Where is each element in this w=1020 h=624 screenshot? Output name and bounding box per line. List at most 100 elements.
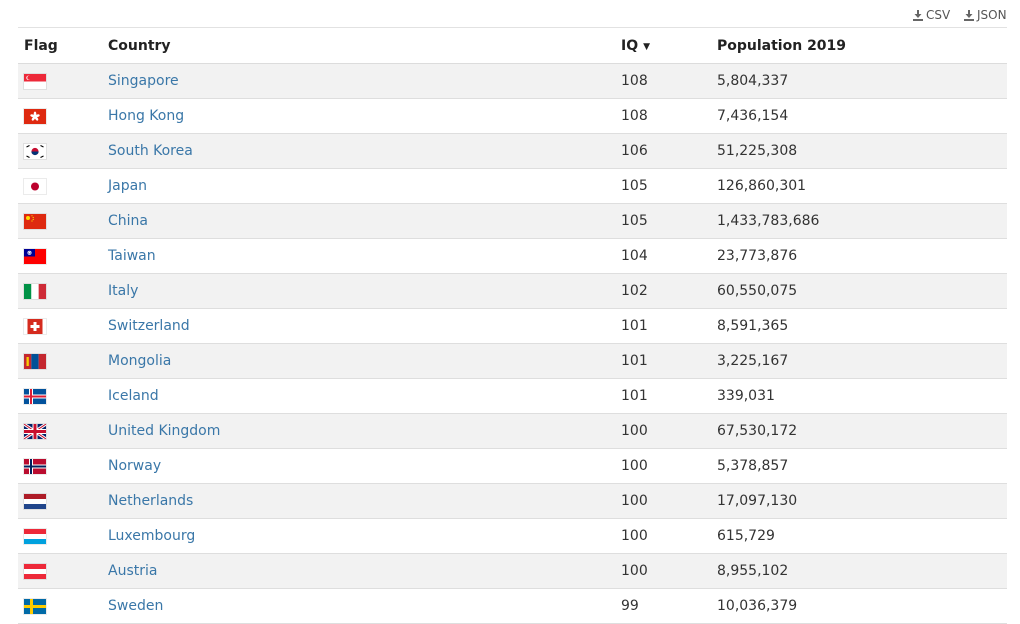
china-flag-icon (24, 213, 46, 229)
country-cell: Iceland (108, 378, 621, 414)
country-cell: United Kingdom (108, 413, 621, 449)
iq-cell: 108 (621, 98, 717, 134)
iq-cell: 105 (621, 203, 717, 239)
country-cell: Singapore (108, 63, 621, 99)
iq-cell: 106 (621, 133, 717, 169)
country-column-header[interactable]: Country (108, 27, 621, 64)
flag-cell (18, 238, 108, 274)
flag-cell (18, 168, 108, 204)
population-cell: 5,804,337 (717, 63, 1007, 99)
flag-cell (18, 483, 108, 519)
country-link[interactable]: Sweden (108, 598, 164, 614)
table-row: Singapore 108 5,804,337 (18, 63, 1007, 99)
population-cell: 10,036,379 (717, 588, 1007, 624)
flag-column-header: Flag (18, 27, 108, 64)
iq-column-header[interactable]: IQ ▼ (621, 27, 717, 64)
iq-cell: 100 (621, 553, 717, 589)
country-cell: Austria (108, 553, 621, 589)
flag-cell (18, 378, 108, 414)
country-link[interactable]: Hong Kong (108, 108, 185, 124)
iq-cell: 101 (621, 378, 717, 414)
taiwan-flag-icon (24, 248, 46, 264)
download-toolbar: CSV JSON (0, 0, 1020, 28)
flag-cell (18, 448, 108, 484)
table-row: Mongolia 101 3,225,167 (18, 343, 1007, 379)
country-iq-table: Flag Country IQ ▼ Population 2019 Singapo… (18, 27, 1007, 624)
sweden-flag-icon (24, 598, 46, 614)
caret-down-icon: ▼ (643, 41, 651, 52)
country-link[interactable]: Iceland (108, 388, 159, 404)
iq-cell: 99 (621, 588, 717, 624)
country-link[interactable]: Italy (108, 283, 139, 299)
iceland-flag-icon (24, 388, 46, 404)
table-row: Norway 100 5,378,857 (18, 448, 1007, 484)
iq-cell: 108 (621, 63, 717, 99)
country-cell: Luxembourg (108, 518, 621, 554)
country-cell: Norway (108, 448, 621, 484)
country-link[interactable]: Singapore (108, 73, 179, 89)
country-link[interactable]: United Kingdom (108, 423, 221, 439)
iq-cell: 101 (621, 308, 717, 344)
netherlands-flag-icon (24, 493, 46, 509)
hong-kong-flag-icon (24, 108, 46, 124)
country-link[interactable]: Netherlands (108, 493, 194, 509)
population-column-header[interactable]: Population 2019 (717, 27, 1007, 64)
country-link[interactable]: South Korea (108, 143, 193, 159)
iq-cell: 102 (621, 273, 717, 309)
download-icon (964, 9, 974, 21)
table-row: Iceland 101 339,031 (18, 378, 1007, 414)
download-json-link[interactable]: JSON (964, 8, 1007, 22)
country-link[interactable]: Japan (108, 178, 148, 194)
country-link[interactable]: Switzerland (108, 318, 190, 334)
country-link[interactable]: Norway (108, 458, 162, 474)
country-link[interactable]: Mongolia (108, 353, 172, 369)
country-header-label: Country (108, 37, 171, 54)
population-cell: 5,378,857 (717, 448, 1007, 484)
flag-cell (18, 203, 108, 239)
table-row: Italy 102 60,550,075 (18, 273, 1007, 309)
iq-cell: 100 (621, 413, 717, 449)
flag-cell (18, 588, 108, 624)
population-cell: 339,031 (717, 378, 1007, 414)
iq-cell: 101 (621, 343, 717, 379)
country-cell: Netherlands (108, 483, 621, 519)
table-row: United Kingdom 100 67,530,172 (18, 413, 1007, 449)
download-csv-link[interactable]: CSV (913, 8, 950, 22)
flag-cell (18, 518, 108, 554)
country-link[interactable]: China (108, 213, 148, 229)
country-cell: Japan (108, 168, 621, 204)
country-cell: Taiwan (108, 238, 621, 274)
population-cell: 3,225,167 (717, 343, 1007, 379)
country-cell: Sweden (108, 588, 621, 624)
population-cell: 615,729 (717, 518, 1007, 554)
country-link[interactable]: Luxembourg (108, 528, 196, 544)
table-row: China 105 1,433,783,686 (18, 203, 1007, 239)
table-row: Switzerland 101 8,591,365 (18, 308, 1007, 344)
country-cell: South Korea (108, 133, 621, 169)
country-cell: Hong Kong (108, 98, 621, 134)
population-cell: 67,530,172 (717, 413, 1007, 449)
iq-cell: 100 (621, 483, 717, 519)
country-cell: China (108, 203, 621, 239)
flag-cell (18, 553, 108, 589)
population-cell: 8,591,365 (717, 308, 1007, 344)
table-row: Japan 105 126,860,301 (18, 168, 1007, 204)
download-icon (913, 9, 923, 21)
population-cell: 60,550,075 (717, 273, 1007, 309)
flag-cell (18, 413, 108, 449)
flag-cell (18, 133, 108, 169)
flag-cell (18, 308, 108, 344)
austria-flag-icon (24, 563, 46, 579)
switzerland-flag-icon (27, 318, 43, 334)
flag-cell (18, 63, 108, 99)
table-header-row: Flag Country IQ ▼ Population 2019 (18, 27, 1007, 64)
country-link[interactable]: Taiwan (108, 248, 156, 264)
population-cell: 8,955,102 (717, 553, 1007, 589)
download-csv-label: CSV (926, 8, 951, 22)
country-link[interactable]: Austria (108, 563, 158, 579)
flag-cell (18, 273, 108, 309)
mongolia-flag-icon (24, 353, 46, 369)
norway-flag-icon (24, 458, 46, 474)
country-cell: Italy (108, 273, 621, 309)
country-cell: Mongolia (108, 343, 621, 379)
